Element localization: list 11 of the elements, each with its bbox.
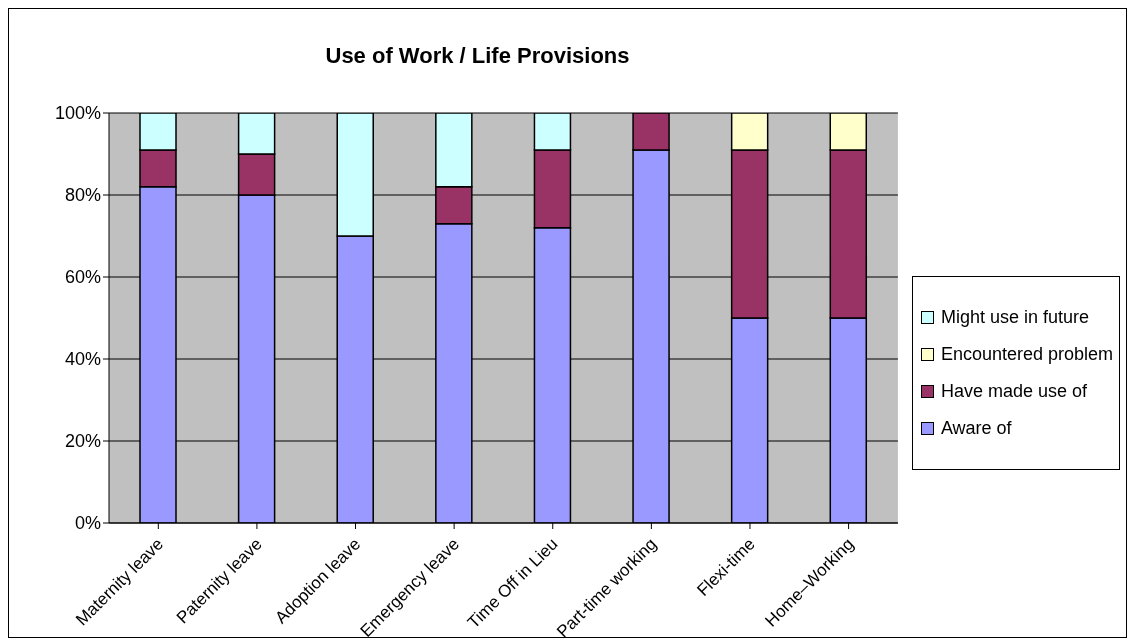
y-tick-label: 60%	[64, 267, 101, 288]
chart-title: Use of Work / Life Provisions	[324, 42, 631, 70]
y-tick-label: 80%	[64, 185, 101, 206]
legend-label: Have made use of	[940, 381, 1087, 402]
legend-label: Might use in future	[940, 307, 1089, 328]
y-tick-label: 20%	[64, 431, 101, 452]
legend-label: Aware of	[940, 418, 1012, 439]
legend-label: Encountered problem	[940, 344, 1113, 365]
y-tick-label: 100%	[54, 103, 101, 124]
y-tick-label: 40%	[64, 349, 101, 370]
y-tick-label: 0%	[74, 513, 101, 534]
